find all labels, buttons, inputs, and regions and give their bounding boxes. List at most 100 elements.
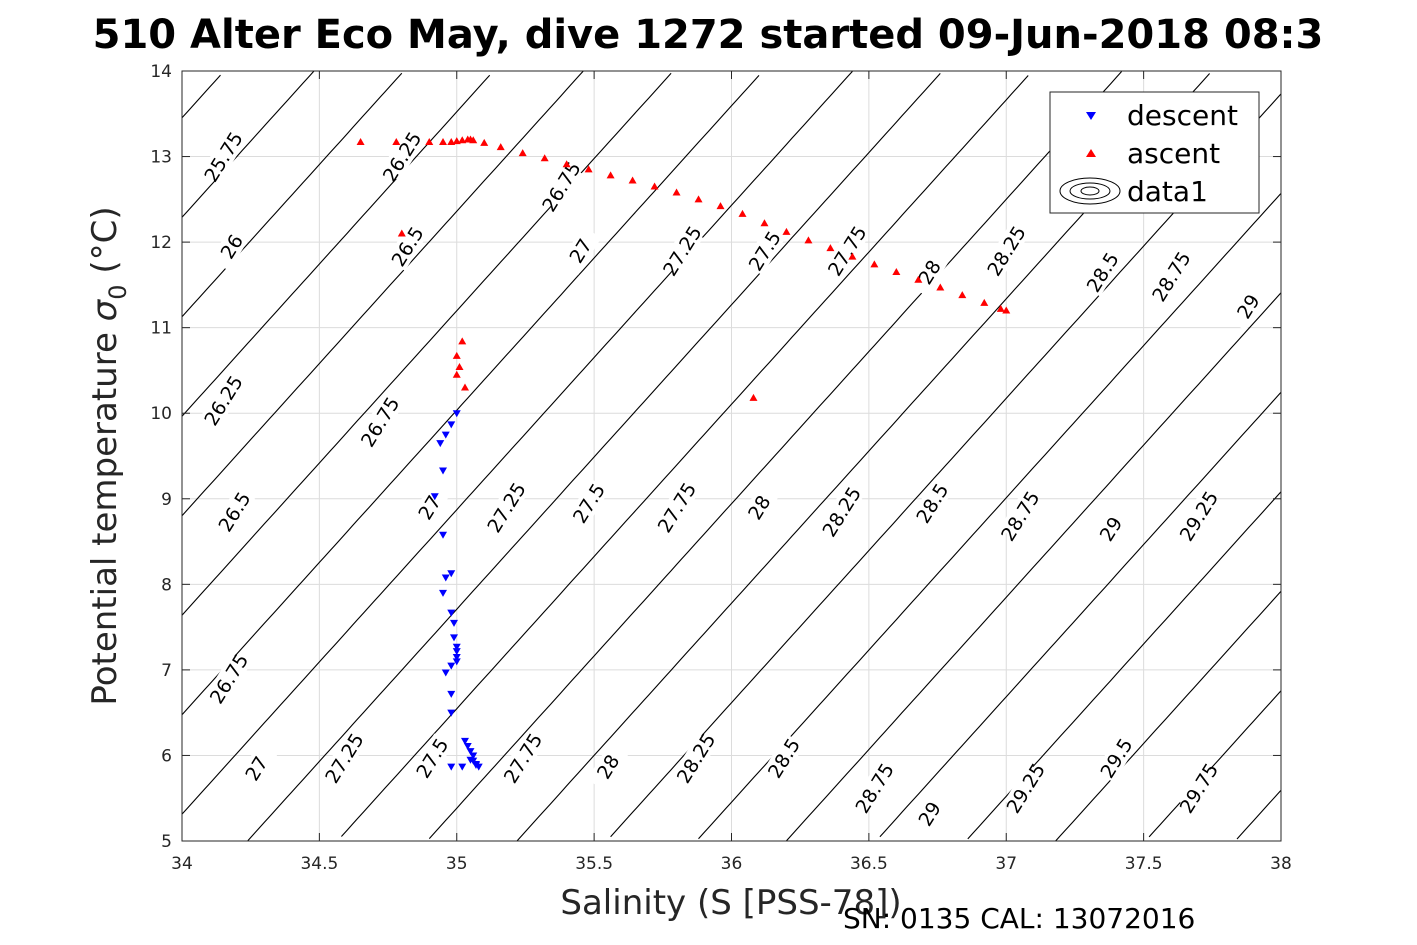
ascent-point [452,370,461,378]
descent-point [460,737,469,745]
contour-label-bg [1004,763,1047,813]
ascent-point [628,176,637,184]
x-tick-label: 36 [721,854,743,874]
ascent-point [447,138,456,146]
contour-label: 27.75 [654,479,701,537]
ascent-point [760,219,769,227]
isopycnal-line [1236,789,1282,840]
isopycnal-line [879,391,1282,838]
descent-point [439,531,448,539]
contour-label-bg [820,487,863,537]
descent-point [436,440,445,448]
x-tick-label: 38 [1270,854,1292,874]
contour-label-bg [762,733,805,783]
ascent-point [469,136,478,144]
contour-label-bg [661,226,704,276]
isopycnal-line [428,71,1123,839]
isopycnal-line [340,75,1029,837]
isopycnal-line [181,74,221,119]
legend-data1-label: data1 [1127,175,1208,208]
contour-label-bg [985,226,1028,276]
contour-label-bg [559,226,602,276]
ascent-point [782,227,791,235]
contour-label-bg [911,478,954,528]
x-tick-label: 35 [446,854,468,874]
contour-label-bg [1081,247,1124,297]
contour-label-bg [908,247,951,297]
ascent-point [958,291,967,299]
contour-label-bg [202,132,245,182]
contour-label: 28.75 [851,760,898,818]
contour-label: 28.75 [997,488,1044,546]
ascent-point [606,171,615,179]
ascent-point [397,229,406,237]
contour-label-bg [386,221,429,271]
contour-label: 27.25 [321,730,368,788]
legend-ascent-marker [1086,149,1096,157]
contour-label-bg [358,397,401,447]
contour-label-bg [908,789,951,839]
ascent-point [460,383,469,391]
contour-label-bg [999,491,1041,541]
ascent-point [425,138,434,146]
y-tick-label: 11 [150,319,172,339]
contour-label-bg [674,733,717,783]
contour-label-bg [235,743,278,793]
contour-label-bg [1095,733,1138,783]
contour-label: 26.25 [379,128,426,186]
ascent-point [455,363,464,371]
x-tick-label: 36.5 [850,854,888,874]
descent-point [452,654,461,662]
ascent-point [452,351,461,359]
descent-point [469,752,478,760]
isopycnal-line [181,75,760,716]
descent-point [447,570,456,578]
contour-label: 28.25 [983,222,1030,280]
isopycnal-line [181,72,672,616]
legend-descent-marker [1086,112,1096,120]
contour-label-bg [1089,504,1132,554]
descent-point [452,643,461,651]
contour-label-bg [567,478,610,528]
descent-point [447,662,456,670]
contour-label-bg [408,482,451,532]
ascent-point [518,149,527,157]
isopycnal-line [698,193,1282,840]
contour-label: 29.25 [1176,488,1223,546]
ascent-point [936,283,945,291]
ascent-point [980,298,989,306]
legend-contour-icon [1059,177,1121,205]
isopycnal-line [786,292,1282,842]
legend-box [1049,91,1260,214]
y-tick-label: 6 [161,746,172,766]
ascent-point [584,165,593,173]
y-tick-label: 9 [161,490,172,510]
descent-point [441,574,450,582]
contour-label: 26.75 [206,650,253,708]
ascent-point [996,304,1005,312]
contour-label-bg [655,482,698,532]
descent-point [439,589,448,597]
contour-label-bg [586,742,629,792]
contour-label-bg [853,763,896,813]
ascent-point [804,236,813,244]
contour-label: 28.25 [819,483,866,541]
descent-point [466,756,475,764]
descent-point [447,763,456,771]
isopycnal-line [181,72,403,318]
contour-label: 26.75 [357,393,404,451]
contour-label-bg [501,733,544,783]
contour-label-bg [743,226,786,276]
ascent-point [749,393,758,401]
descent-point [447,690,456,698]
y-tick-label: 12 [150,233,172,253]
y-tick-label: 8 [161,575,172,595]
legend-ascent-label: ascent [1127,137,1220,170]
contour-label: 27.25 [659,222,706,280]
contour-label-bg [380,132,423,182]
ascent-point [458,136,467,144]
isopycnal-contours [181,70,1282,842]
ascent-point [562,160,571,168]
descent-point [447,421,456,429]
